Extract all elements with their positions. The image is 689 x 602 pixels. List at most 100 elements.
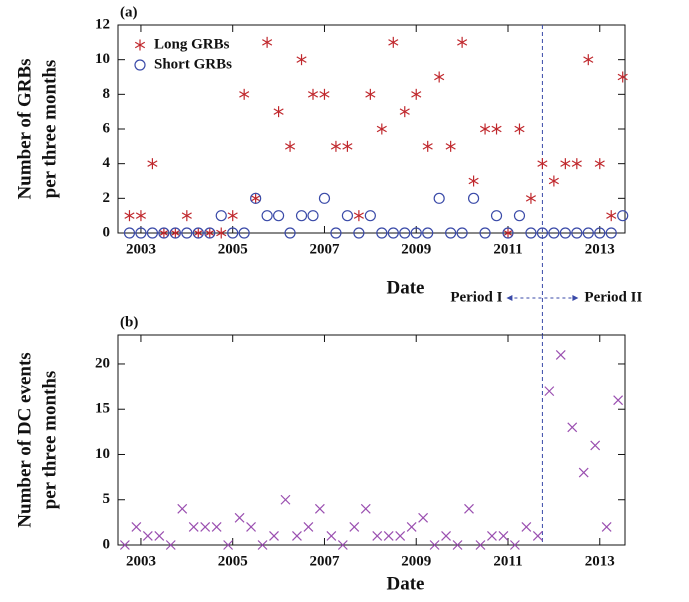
x-tick-label: 2011 bbox=[493, 553, 522, 569]
data-point bbox=[307, 88, 319, 100]
data-point bbox=[181, 227, 193, 239]
marker-stroke bbox=[337, 540, 348, 550]
data-point bbox=[406, 521, 417, 532]
x-tick-label: 2013 bbox=[585, 553, 615, 569]
marker-stroke bbox=[314, 503, 325, 514]
marker-stroke bbox=[464, 503, 474, 514]
marker-stroke bbox=[544, 386, 555, 397]
data-point bbox=[170, 227, 181, 239]
data-point bbox=[399, 106, 410, 118]
data-point bbox=[296, 54, 307, 66]
data-point bbox=[544, 386, 555, 397]
marker-stroke bbox=[613, 395, 624, 406]
data-point bbox=[193, 227, 204, 239]
arrow-head bbox=[572, 295, 579, 301]
y-tick-label: 5 bbox=[103, 491, 111, 507]
marker-stroke bbox=[134, 41, 146, 49]
data-point bbox=[158, 227, 169, 239]
marker-stroke bbox=[303, 521, 314, 532]
data-point bbox=[364, 210, 376, 222]
data-point bbox=[514, 123, 525, 135]
data-point bbox=[319, 88, 330, 100]
data-point bbox=[342, 140, 353, 152]
x-tick-label: 2005 bbox=[218, 553, 248, 569]
data-point bbox=[353, 210, 364, 222]
data-point bbox=[227, 227, 239, 239]
marker-stroke bbox=[239, 91, 250, 98]
data-point bbox=[399, 227, 411, 239]
plot-frame bbox=[117, 334, 626, 546]
marker-stroke bbox=[548, 177, 559, 185]
marker-stroke bbox=[124, 212, 135, 219]
data-point bbox=[464, 503, 474, 514]
marker-stroke bbox=[326, 531, 337, 541]
marker-circle bbox=[284, 227, 296, 239]
data-point bbox=[457, 36, 468, 48]
data-point bbox=[211, 521, 222, 532]
marker-stroke bbox=[211, 521, 222, 532]
y-tick-label: 8 bbox=[103, 86, 111, 102]
marker-stroke bbox=[269, 531, 279, 541]
marker-circle bbox=[364, 210, 376, 222]
data-point bbox=[192, 227, 204, 239]
marker-stroke bbox=[594, 160, 605, 167]
marker-stroke bbox=[429, 540, 440, 550]
data-point bbox=[456, 227, 468, 239]
data-point bbox=[418, 512, 429, 523]
marker-stroke bbox=[292, 531, 302, 541]
data-point bbox=[383, 531, 394, 541]
data-point bbox=[490, 210, 503, 222]
marker-stroke bbox=[395, 531, 406, 541]
data-point bbox=[250, 192, 262, 204]
y-tick-label: 2 bbox=[103, 190, 111, 206]
data-point bbox=[119, 540, 130, 550]
data-point bbox=[158, 227, 170, 239]
data-point bbox=[188, 521, 199, 532]
data-point bbox=[606, 210, 617, 222]
data-point bbox=[613, 395, 624, 406]
marker-stroke bbox=[514, 125, 525, 133]
data-point bbox=[555, 349, 566, 360]
data-point bbox=[617, 210, 629, 222]
data-point bbox=[537, 158, 548, 170]
marker-circle bbox=[422, 227, 434, 239]
data-point bbox=[135, 210, 147, 222]
data-point bbox=[341, 210, 354, 222]
marker-circle bbox=[513, 210, 526, 222]
y-axis-label: per three months bbox=[39, 371, 60, 510]
marker-stroke bbox=[606, 212, 617, 219]
data-point bbox=[269, 531, 279, 541]
marker-stroke bbox=[509, 540, 520, 550]
data-point bbox=[498, 531, 509, 541]
panel-label: (b) bbox=[120, 314, 138, 330]
marker-circle bbox=[456, 227, 468, 239]
data-point bbox=[124, 210, 135, 222]
data-point bbox=[273, 106, 284, 118]
data-point bbox=[548, 227, 560, 239]
marker-stroke bbox=[583, 56, 594, 63]
annotation: Period I bbox=[450, 289, 502, 305]
y-tick-label: 0 bbox=[103, 224, 111, 240]
marker-stroke bbox=[441, 531, 451, 541]
marker-stroke bbox=[388, 39, 399, 46]
marker-circle bbox=[227, 227, 239, 239]
data-point bbox=[395, 531, 406, 541]
data-point bbox=[487, 531, 497, 541]
data-point bbox=[360, 503, 371, 514]
marker-circle bbox=[410, 227, 422, 239]
y-tick-label: 20 bbox=[95, 355, 110, 371]
marker-stroke bbox=[216, 229, 227, 237]
data-point bbox=[154, 531, 165, 541]
marker-circle bbox=[594, 227, 606, 239]
data-point bbox=[284, 140, 296, 152]
marker-circle bbox=[559, 227, 571, 239]
marker-stroke bbox=[142, 531, 153, 541]
data-point bbox=[559, 227, 571, 239]
marker-circle bbox=[181, 227, 193, 239]
marker-circle bbox=[215, 210, 227, 222]
marker-stroke bbox=[257, 540, 268, 550]
marker-circle bbox=[399, 227, 411, 239]
marker-stroke bbox=[399, 108, 410, 115]
data-point bbox=[272, 210, 285, 222]
